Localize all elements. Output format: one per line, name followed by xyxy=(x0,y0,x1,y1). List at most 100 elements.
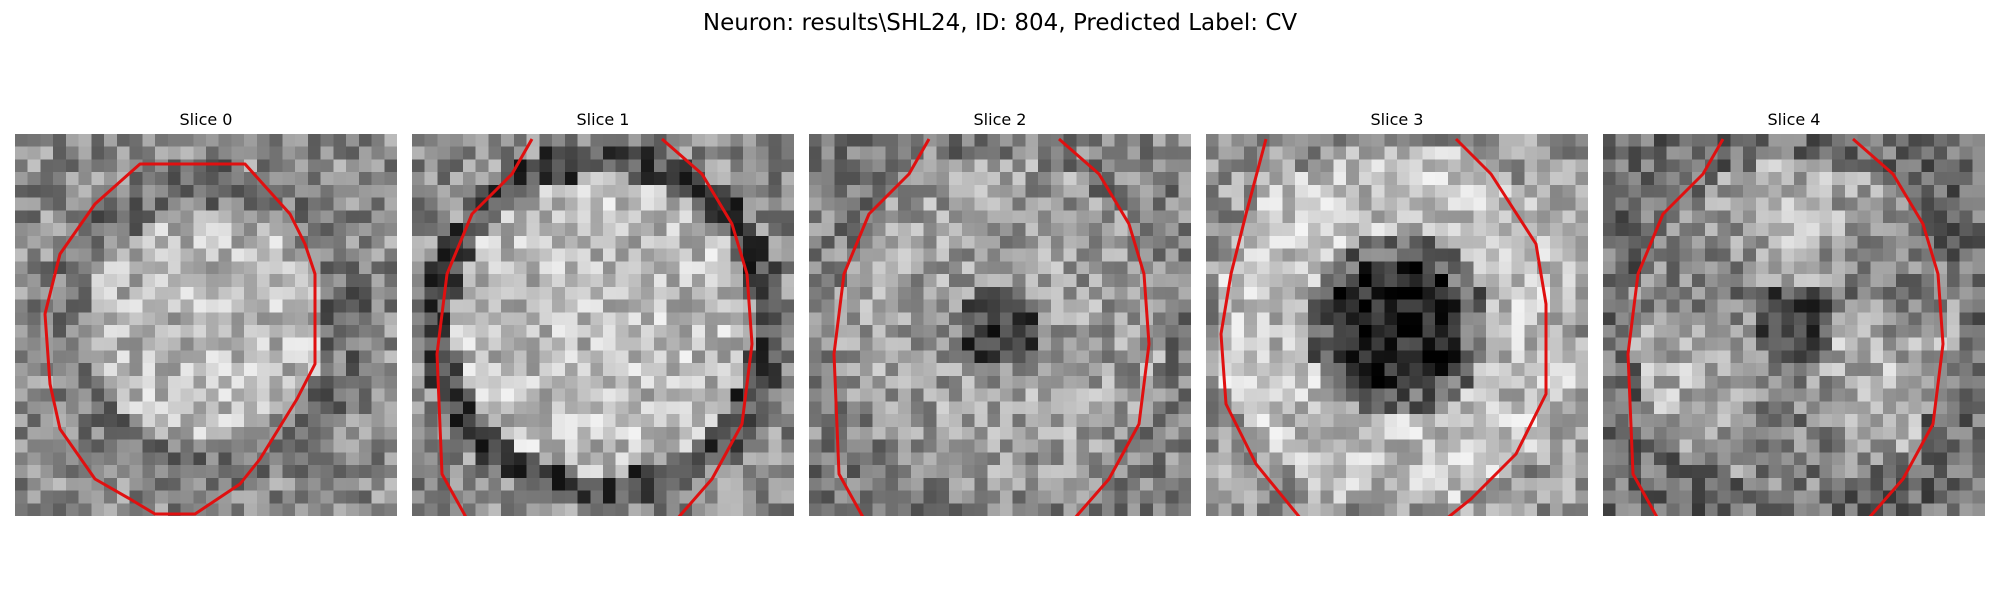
pixel-cell xyxy=(256,210,270,224)
pixel-cell xyxy=(1269,503,1283,516)
pixel-cell xyxy=(615,350,629,364)
pixel-cell xyxy=(450,452,464,466)
pixel-cell xyxy=(1781,426,1795,440)
pixel-cell xyxy=(384,503,397,516)
pixel-cell xyxy=(1575,325,1588,339)
pixel-cell xyxy=(821,299,835,313)
pixel-cell xyxy=(859,503,873,516)
pixel-cell xyxy=(346,325,360,339)
pixel-cell xyxy=(1409,248,1423,262)
pixel-cell xyxy=(987,235,1001,249)
pixel-cell xyxy=(539,261,553,275)
pixel-cell xyxy=(307,375,321,389)
pixel-cell xyxy=(666,350,680,364)
pixel-cell xyxy=(1794,134,1808,148)
pixel-cell xyxy=(167,235,181,249)
pixel-cell xyxy=(167,184,181,198)
pixel-cell xyxy=(1269,452,1283,466)
pixel-cell xyxy=(1730,172,1744,186)
pixel-cell xyxy=(1755,286,1769,300)
pixel-cell xyxy=(628,477,642,491)
pixel-cell xyxy=(231,350,245,364)
pixel-cell xyxy=(1473,388,1487,402)
pixel-cell xyxy=(142,490,156,504)
pixel-cell xyxy=(1038,172,1052,186)
pixel-cell xyxy=(704,159,718,173)
pixel-cell xyxy=(1666,134,1680,148)
pixel-cell xyxy=(1562,274,1576,288)
pixel-cell xyxy=(1883,452,1897,466)
pixel-cell xyxy=(1358,337,1372,351)
pixel-cell xyxy=(704,426,718,440)
pixel-cell xyxy=(590,325,604,339)
pixel-cell xyxy=(910,401,924,415)
pixel-cell xyxy=(603,146,617,160)
pixel-cell xyxy=(1256,439,1270,453)
pixel-cell xyxy=(1050,337,1064,351)
pixel-cell xyxy=(1511,363,1525,377)
pixel-cell xyxy=(1165,261,1179,275)
pixel-cell xyxy=(1908,299,1922,313)
pixel-cell xyxy=(256,337,270,351)
pixel-cell xyxy=(768,134,782,148)
pixel-cell xyxy=(1498,337,1512,351)
pixel-cell xyxy=(1089,350,1103,364)
pixel-cell xyxy=(1282,261,1296,275)
pixel-cell xyxy=(564,452,578,466)
pixel-cell xyxy=(27,388,41,402)
pixel-cell xyxy=(1152,503,1166,516)
pixel-cell xyxy=(371,312,385,326)
pixel-cell xyxy=(1537,172,1551,186)
pixel-cell xyxy=(910,261,924,275)
pixel-cell xyxy=(1447,325,1461,339)
pixel-cell xyxy=(384,401,397,415)
pixel-cell xyxy=(1844,184,1858,198)
pixel-cell xyxy=(641,503,655,516)
pixel-cell xyxy=(282,350,296,364)
pixel-cell xyxy=(1101,452,1115,466)
pixel-cell xyxy=(346,388,360,402)
pixel-cell xyxy=(1628,388,1642,402)
pixel-cell xyxy=(1486,286,1500,300)
pixel-cell xyxy=(78,197,92,211)
pixel-cell xyxy=(821,337,835,351)
pixel-cell xyxy=(872,248,886,262)
pixel-cell xyxy=(282,261,296,275)
pixel-cell xyxy=(475,184,489,198)
pixel-cell xyxy=(653,172,667,186)
pixel-cell xyxy=(1025,465,1039,479)
pixel-cell xyxy=(577,159,591,173)
pixel-cell xyxy=(1832,477,1846,491)
pixel-cell xyxy=(129,465,143,479)
pixel-cell xyxy=(910,210,924,224)
pixel-cell xyxy=(1269,146,1283,160)
pixel-cell xyxy=(1101,350,1115,364)
pixel-cell xyxy=(1000,490,1014,504)
pixel-cell xyxy=(641,350,655,364)
pixel-cell xyxy=(1781,248,1795,262)
pixel-cell xyxy=(1972,452,1985,466)
pixel-cell xyxy=(346,375,360,389)
pixel-cell xyxy=(961,439,975,453)
pixel-cell xyxy=(526,388,540,402)
pixel-cell xyxy=(1768,452,1782,466)
pixel-cell xyxy=(1038,350,1052,364)
pixel-cell xyxy=(412,350,426,364)
pixel-cell xyxy=(872,414,886,428)
pixel-cell xyxy=(1844,223,1858,237)
pixel-cell xyxy=(1371,477,1385,491)
pixel-cell xyxy=(936,159,950,173)
pixel-cell xyxy=(552,134,566,148)
pixel-cell xyxy=(282,286,296,300)
pixel-cell xyxy=(307,146,321,160)
pixel-cell xyxy=(1307,363,1321,377)
pixel-cell xyxy=(1473,210,1487,224)
pixel-cell xyxy=(1959,159,1973,173)
pixel-cell xyxy=(1114,337,1128,351)
pixel-cell xyxy=(704,490,718,504)
pixel-cell xyxy=(1435,184,1449,198)
pixel-cell xyxy=(1256,172,1270,186)
pixel-cell xyxy=(1524,274,1538,288)
pixel-cell xyxy=(1486,477,1500,491)
pixel-cell xyxy=(1358,146,1372,160)
